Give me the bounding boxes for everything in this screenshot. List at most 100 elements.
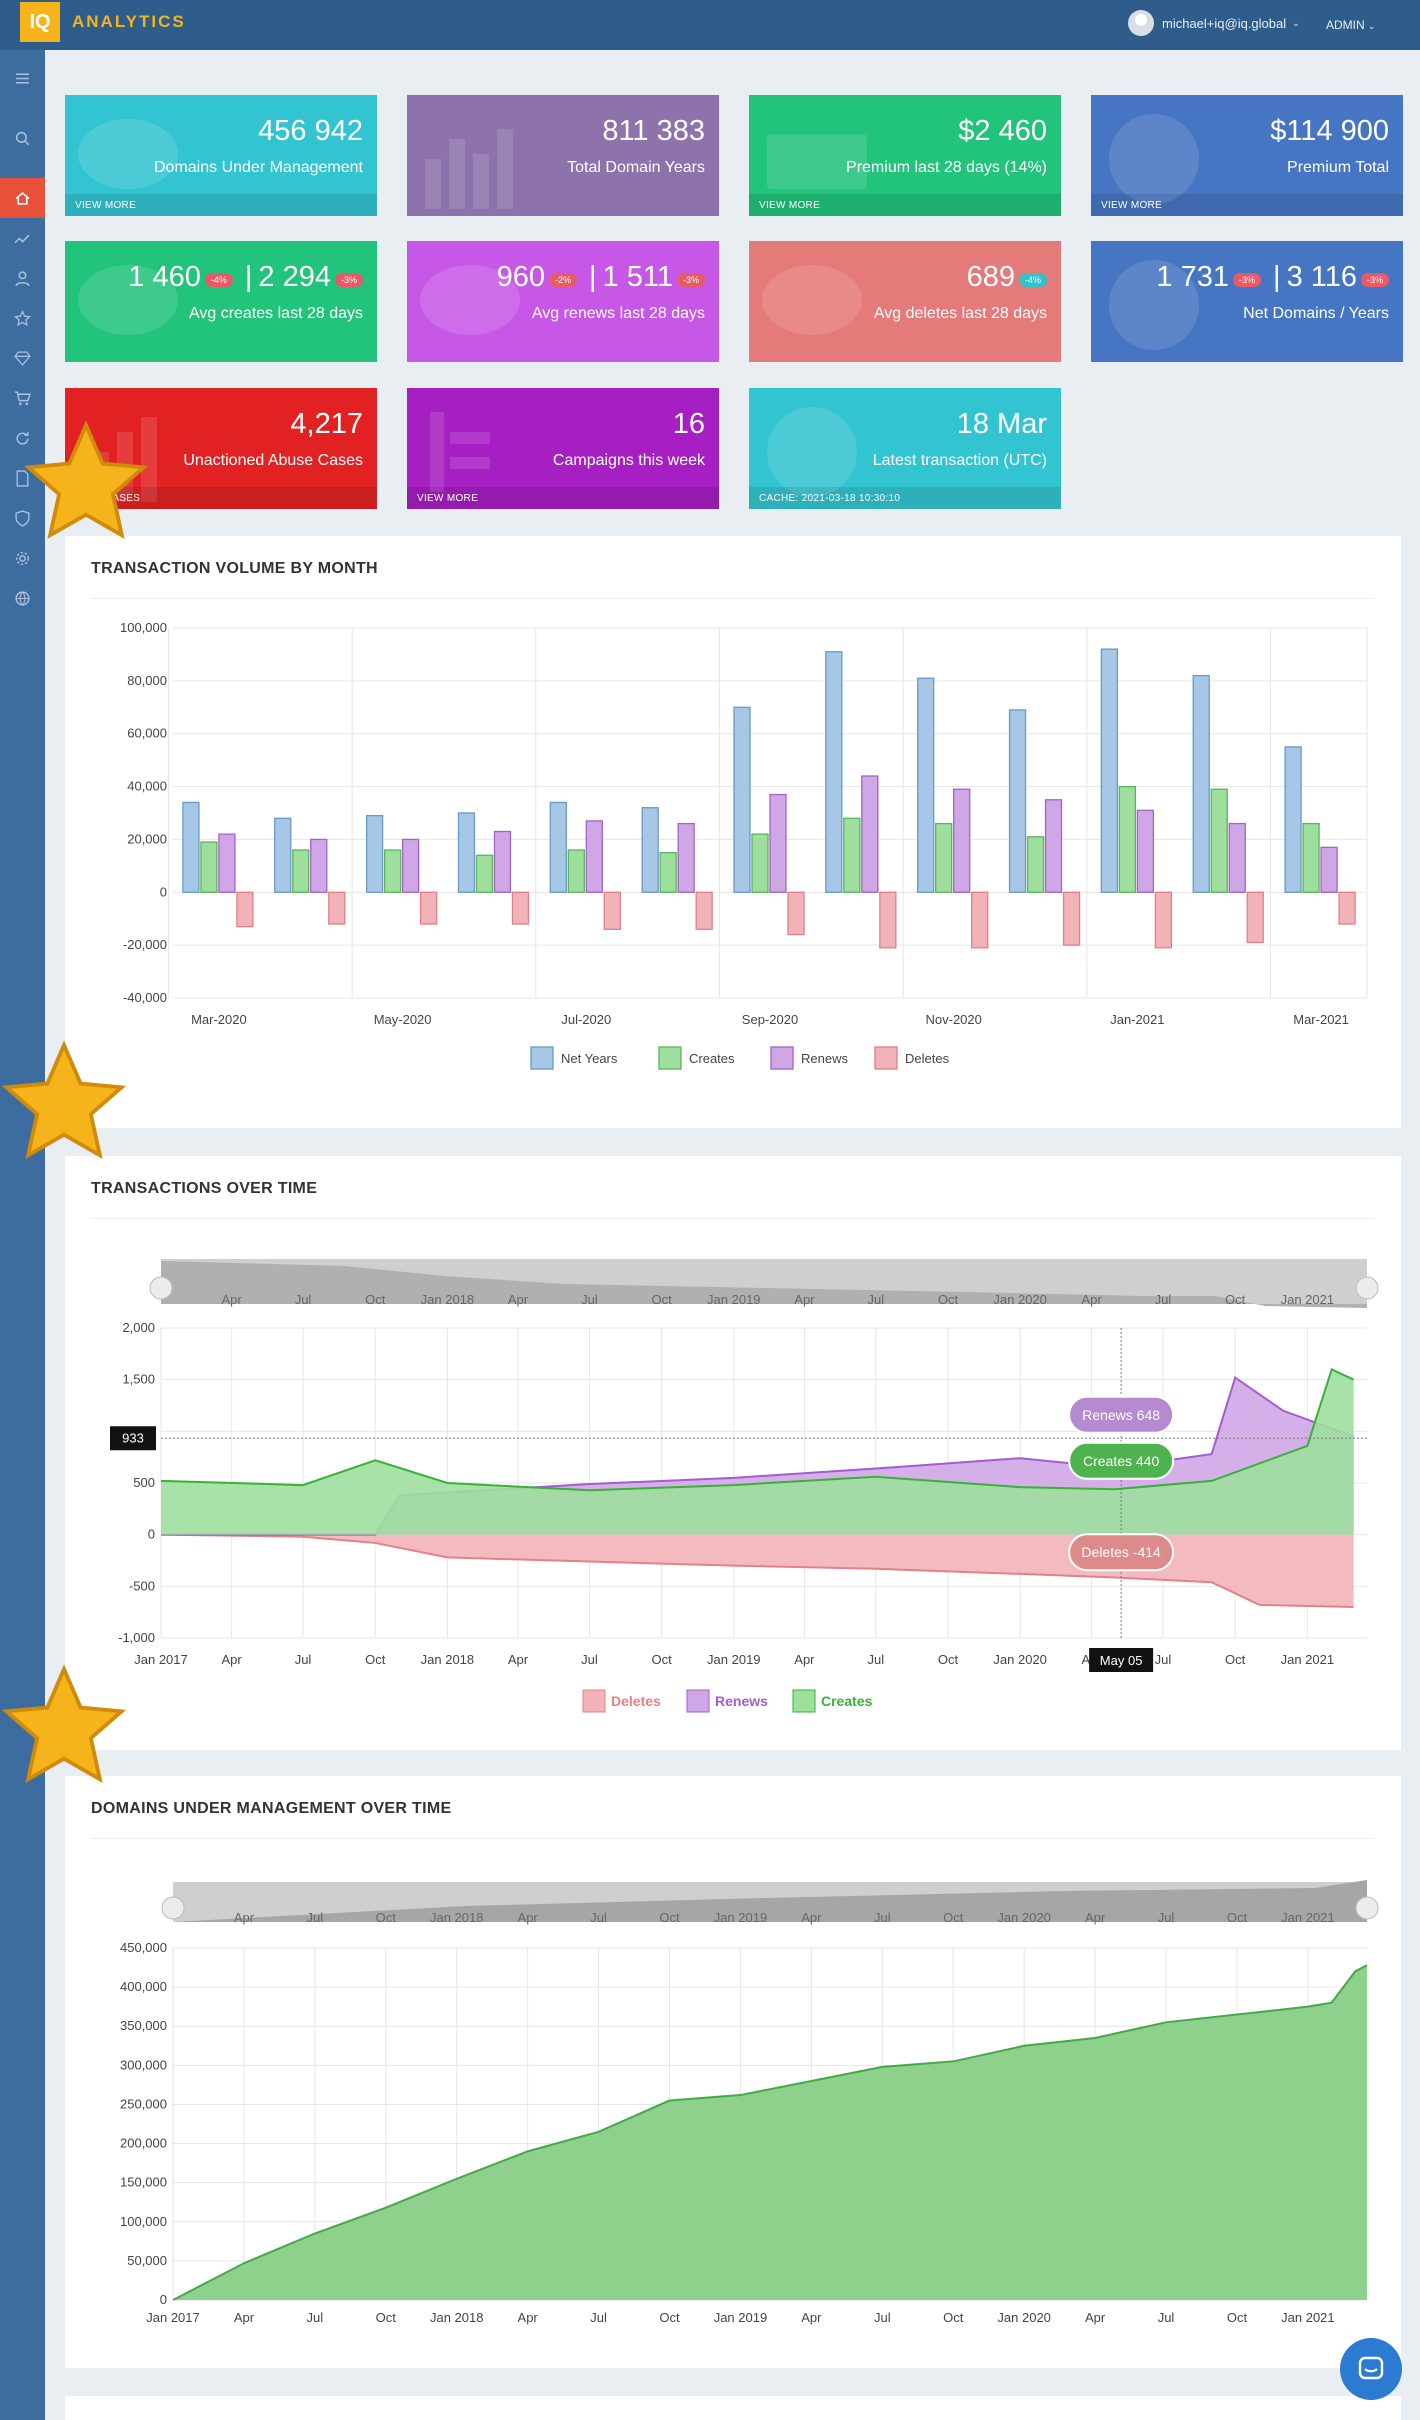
navigator-tick-label: Apr (1085, 1910, 1106, 1925)
bar-deletes (328, 891, 346, 925)
navigator-tick-label: Jul (1158, 1910, 1175, 1925)
bar-net-years (917, 677, 935, 893)
navigator-tick-label: Jul (590, 1910, 607, 1925)
tile-premium-last-28-days[interactable]: $2 460 Premium last 28 days (14%) VIEW M… (749, 95, 1061, 216)
tile-value: 18 Mar (956, 408, 1047, 440)
shield-icon[interactable] (0, 498, 45, 538)
x-tick-label: Jul (1158, 2310, 1175, 2325)
bar-deletes (419, 891, 438, 925)
brand-name[interactable]: ANALYTICS (72, 12, 186, 31)
domains-chart: Apr Jul Oct Jan 2018 Apr Jul Oct Jan 2019 Apr Jul… (120, 1880, 1379, 2325)
panel-title: DOMAINS UNDER MANAGEMENT OVER TIME (91, 1800, 452, 1817)
star-icon (23, 420, 149, 540)
tile-value: 689 -4% (967, 261, 1047, 294)
change-badge: -4% (1018, 272, 1047, 287)
home-icon[interactable] (0, 178, 45, 218)
view-more-link[interactable]: VIEW MORE (407, 487, 719, 509)
legend-label: Creates (689, 1051, 735, 1066)
x-tick-label: Apr (1085, 2310, 1106, 2325)
tile-value: $2 460 (958, 115, 1047, 147)
user-icon[interactable] (0, 258, 45, 298)
x-tick-label: Apr (801, 2310, 822, 2325)
menu-icon[interactable] (0, 58, 45, 98)
tile-avg-deletes[interactable]: 689 -4% Avg deletes last 28 days (749, 241, 1061, 362)
tile-domains-under-management[interactable]: 456 942 Domains Under Management VIEW MO… (65, 95, 377, 216)
value-b: 2 294 (258, 261, 331, 293)
x-tick-label: Jan 2019 (707, 1652, 761, 1667)
line-creates (160, 1367, 1355, 1492)
bar-net-years (274, 817, 292, 893)
x-tick-label: Oct (659, 2310, 680, 2325)
panel-domains-under-management: DOMAINS UNDER MANAGEMENT OVER TIME Apr Ju… (65, 1776, 1401, 2368)
tile-value: 811 383 (602, 115, 705, 147)
y-tick-label: 200,000 (120, 2136, 167, 2151)
crosshair-x-label: May 05 (1100, 1653, 1143, 1668)
legend-swatch (658, 1046, 682, 1070)
logo[interactable]: IQ (20, 2, 60, 42)
user-menu[interactable]: michael+iq@iq.global ⌄ (1128, 10, 1300, 36)
tile-premium-total[interactable]: $114 900 Premium Total VIEW MORE (1091, 95, 1403, 216)
tile-total-domain-years[interactable]: 811 383 Total Domain Years (407, 95, 719, 216)
bar-renews (493, 830, 512, 893)
bar-creates (659, 851, 677, 893)
tooltip-text: Deletes -414 (1081, 1544, 1161, 1560)
separator: | (589, 261, 597, 293)
bar-deletes (787, 891, 805, 936)
x-tick-label: Jul (867, 1652, 884, 1667)
x-tick-label: Oct (1227, 2310, 1248, 2325)
tile-avg-creates[interactable]: 1 460 -4% | 2 294 -3% Avg creates last 28 da… (65, 241, 377, 362)
chat-button[interactable] (1340, 2338, 1402, 2400)
tooltip-bg (1068, 1395, 1175, 1434)
navigator-tick-label: Jan 2021 (1281, 1910, 1335, 1925)
search-icon[interactable] (0, 118, 45, 158)
tile-net-domains-years[interactable]: 1 731 -3% | 3 116 -3% Net Domains / Years (1091, 241, 1403, 362)
refresh-icon[interactable] (0, 418, 45, 458)
view-more-link[interactable]: VIEW MORE (65, 194, 377, 216)
cart-icon[interactable] (0, 378, 45, 418)
tile-campaigns[interactable]: 16 Campaigns this week VIEW MORE (407, 388, 719, 509)
bar-net-years (182, 801, 200, 893)
legend-swatch (530, 1046, 554, 1070)
y-tick-label: 60,000 (127, 726, 167, 741)
x-tick-label: Jul (874, 2310, 891, 2325)
role-menu[interactable]: ADMIN ⌄ (1326, 18, 1376, 32)
divider (91, 1218, 1375, 1219)
navigator-series (161, 1261, 1367, 1308)
x-tick-label: Jul (1155, 1652, 1172, 1667)
tile-latest-transaction[interactable]: 18 Mar Latest transaction (UTC) CACHE: 2… (749, 388, 1061, 509)
legend-swatch (582, 1689, 606, 1713)
gear-icon[interactable] (0, 538, 45, 578)
navigator-handle-right (1355, 1276, 1379, 1300)
navigator-tick-label: Jan 2020 (997, 1910, 1051, 1925)
chevron-down-icon: ⌄ (1292, 17, 1300, 28)
bar-creates (567, 849, 585, 893)
view-more-link[interactable]: VIEW MORE (749, 194, 1061, 216)
navigator-tick-label: Jan 2020 (993, 1292, 1047, 1307)
y-tick-label: 2,000 (122, 1320, 155, 1335)
navigator-tick-label: Apr (222, 1292, 243, 1307)
x-tick-label: Mar-2021 (1293, 1012, 1349, 1027)
tile-label: Total Domain Years (567, 159, 705, 176)
y-tick-label: 0 (160, 884, 167, 899)
x-tick-label: Apr (222, 1652, 243, 1667)
x-tick-label: Jan 2017 (134, 1652, 188, 1667)
role-label: ADMIN (1326, 18, 1365, 32)
bar-renews (677, 822, 695, 893)
trend-icon[interactable] (0, 218, 45, 258)
x-tick-label: Jan-2021 (1110, 1012, 1164, 1027)
bar-net-years (641, 807, 659, 893)
bar-renews (218, 833, 236, 893)
x-tick-label: Oct (943, 2310, 964, 2325)
document-icon[interactable] (0, 458, 45, 498)
view-more-link[interactable]: VIEW MORE (1091, 194, 1403, 216)
x-tick-label: Apr (794, 1652, 815, 1667)
globe-icon[interactable] (0, 578, 45, 618)
tile-value: $114 900 (1270, 115, 1389, 147)
divider (91, 598, 1375, 599)
tile-avg-renews[interactable]: 960 -2% | 1 511 -3% Avg renews last 28 days (407, 241, 719, 362)
star-icon[interactable] (0, 298, 45, 338)
navigator-tick-label: Jan 2018 (430, 1910, 484, 1925)
y-tick-label: 100,000 (120, 2214, 167, 2229)
star-icon (1, 1040, 127, 1160)
diamond-icon[interactable] (0, 338, 45, 378)
